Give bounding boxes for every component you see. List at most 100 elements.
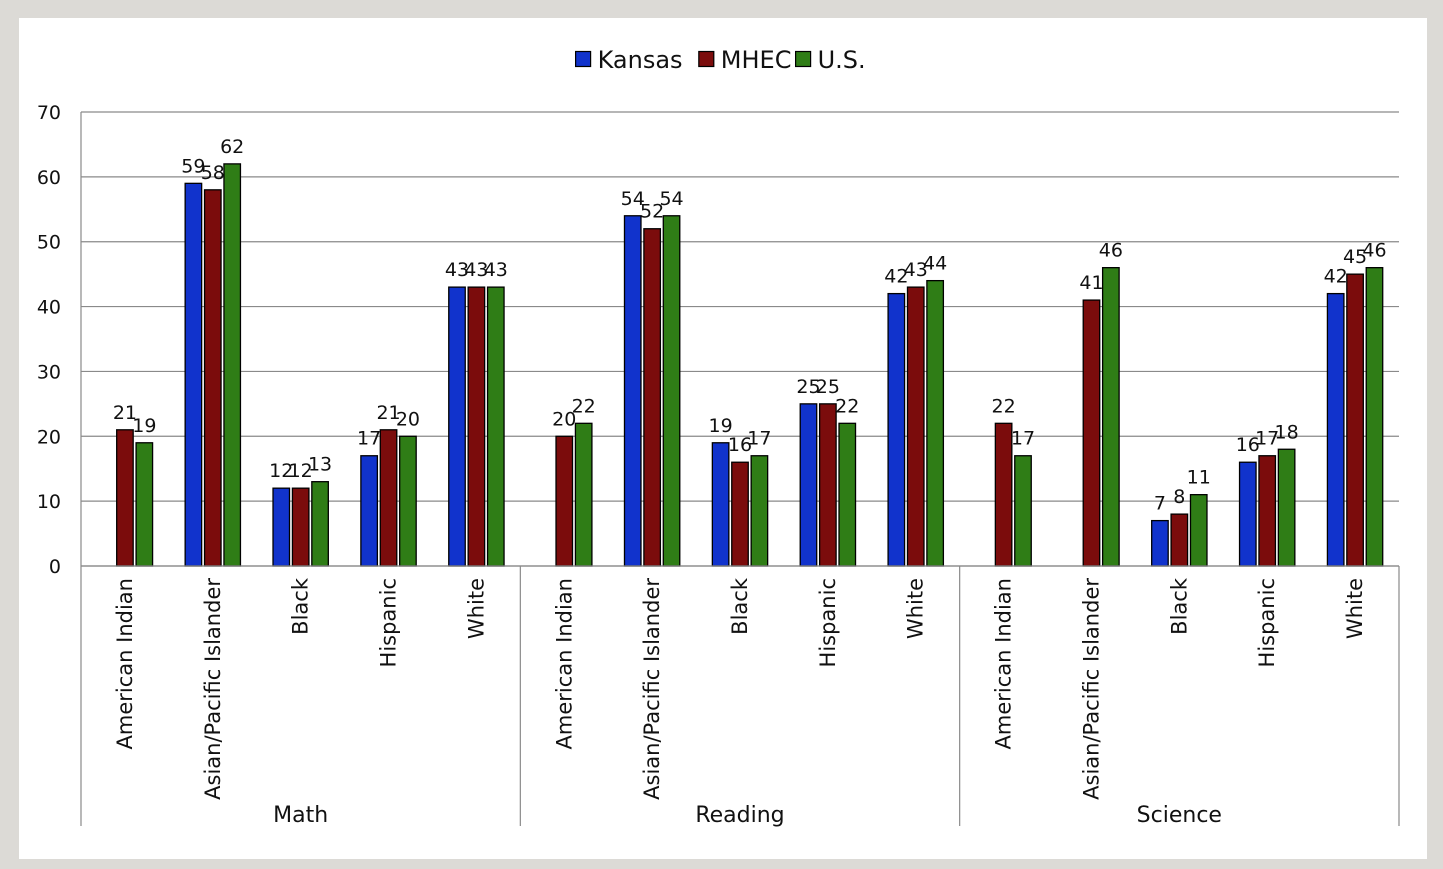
data-label: 52: [640, 201, 664, 223]
data-label: 54: [621, 188, 645, 210]
data-label: 8: [1173, 486, 1185, 508]
category-label: American Indian: [992, 578, 1016, 749]
bar-reading-0: [799, 403, 818, 567]
category-label: Black: [289, 577, 313, 635]
data-label: 16: [1236, 434, 1260, 456]
bar-reading-2: [926, 279, 945, 567]
data-label: 20: [396, 408, 420, 430]
group-label-science: Science: [1137, 803, 1222, 828]
bar-math-0: [184, 182, 203, 567]
bar-science-1: [1258, 455, 1277, 567]
bar-reading-0: [623, 215, 642, 567]
data-label: 42: [884, 266, 908, 288]
bar-reading-1: [906, 286, 925, 567]
data-label: 43: [904, 259, 928, 281]
data-label: 12: [269, 460, 293, 482]
data-label: 43: [464, 259, 488, 281]
bar-reading-1: [643, 228, 662, 567]
category-label: American Indian: [552, 578, 576, 749]
data-label: 44: [923, 253, 947, 275]
x-axis: American Indian Asian/Pacific Islander Bla…: [80, 565, 1400, 828]
y-tick-label: 30: [37, 361, 61, 383]
data-label: 42: [1324, 266, 1348, 288]
bar-science-0: [1326, 292, 1345, 567]
data-label: 25: [816, 376, 840, 398]
data-label: 19: [132, 415, 156, 437]
bar-math-2: [399, 435, 417, 567]
data-label: 17: [357, 428, 381, 450]
y-tick-label: 40: [37, 297, 61, 319]
legend-label: U.S.: [818, 46, 866, 74]
bar-math-2: [135, 442, 154, 567]
category-label: Hispanic: [1255, 578, 1279, 667]
bar-science-2: [1277, 448, 1296, 567]
y-tick-label: 50: [37, 232, 61, 254]
y-tick-label: 20: [37, 426, 61, 448]
bar-reading-2: [662, 215, 681, 567]
data-label: 43: [445, 259, 469, 281]
data-label: 19: [709, 415, 733, 437]
data-label: 22: [835, 395, 859, 417]
category-label: Hispanic: [816, 578, 840, 667]
bar-math-1: [203, 189, 222, 567]
data-label: 17: [747, 428, 771, 450]
data-label: 45: [1343, 246, 1367, 268]
bar-reading-2: [574, 422, 593, 567]
data-label: 62: [220, 136, 244, 158]
legend-label: MHEC: [721, 46, 792, 74]
bar-science-2: [1101, 267, 1120, 567]
bar-reading-1: [818, 403, 837, 567]
bar-math-1: [467, 286, 486, 567]
y-tick-label: 70: [37, 102, 61, 124]
category-label: Asian/Pacific Islander: [640, 578, 664, 800]
category-label: American Indian: [113, 578, 137, 749]
data-label: 21: [113, 402, 137, 424]
data-label: 46: [1099, 240, 1123, 262]
category-label: White: [1343, 578, 1367, 639]
data-label: 25: [796, 376, 820, 398]
bar-science-1: [1082, 299, 1101, 567]
data-label: 41: [1079, 272, 1103, 294]
data-label: 43: [484, 259, 508, 281]
bar-science-0: [1151, 519, 1169, 567]
y-tick-label: 60: [37, 167, 61, 189]
category-label: White: [904, 578, 928, 639]
data-label: 22: [992, 395, 1016, 417]
category-label: White: [464, 578, 488, 639]
category-label: Asian/Pacific Islander: [1079, 578, 1103, 800]
bar-math-1: [379, 429, 398, 567]
data-label: 13: [308, 454, 332, 476]
bar-reading-1: [555, 435, 574, 567]
bar-math-2: [311, 481, 329, 567]
category-label: Black: [1167, 577, 1191, 635]
data-label: 22: [572, 395, 596, 417]
category-label: Black: [728, 577, 752, 635]
bar-reading-2: [750, 455, 769, 567]
data-label: 58: [201, 162, 225, 184]
bar-science-2: [1189, 494, 1208, 567]
bar-reading-0: [711, 442, 730, 567]
bar-reading-0: [887, 292, 906, 567]
group-label-reading: Reading: [695, 803, 784, 828]
legend-swatch-1: [698, 50, 715, 68]
legend-swatch-2: [794, 50, 812, 68]
bar-math-1: [291, 487, 310, 567]
bar-math-2: [486, 286, 505, 567]
bar-math-0: [448, 286, 466, 567]
data-label: 59: [181, 155, 205, 177]
bars: [116, 163, 1384, 567]
data-label: 20: [552, 408, 576, 430]
data-label: 46: [1362, 240, 1386, 262]
data-label: 11: [1187, 467, 1211, 489]
category-label: Asian/Pacific Islander: [201, 578, 225, 800]
data-label: 54: [659, 188, 683, 210]
bar-science-2: [1365, 267, 1384, 567]
bar-reading-2: [838, 422, 857, 567]
bar-science-1: [1170, 513, 1189, 567]
bar-math-1: [116, 429, 134, 567]
data-label: 7: [1154, 493, 1166, 515]
bar-math-0: [272, 487, 291, 567]
data-label: 17: [1011, 428, 1035, 450]
legend-swatch-0: [574, 50, 592, 68]
